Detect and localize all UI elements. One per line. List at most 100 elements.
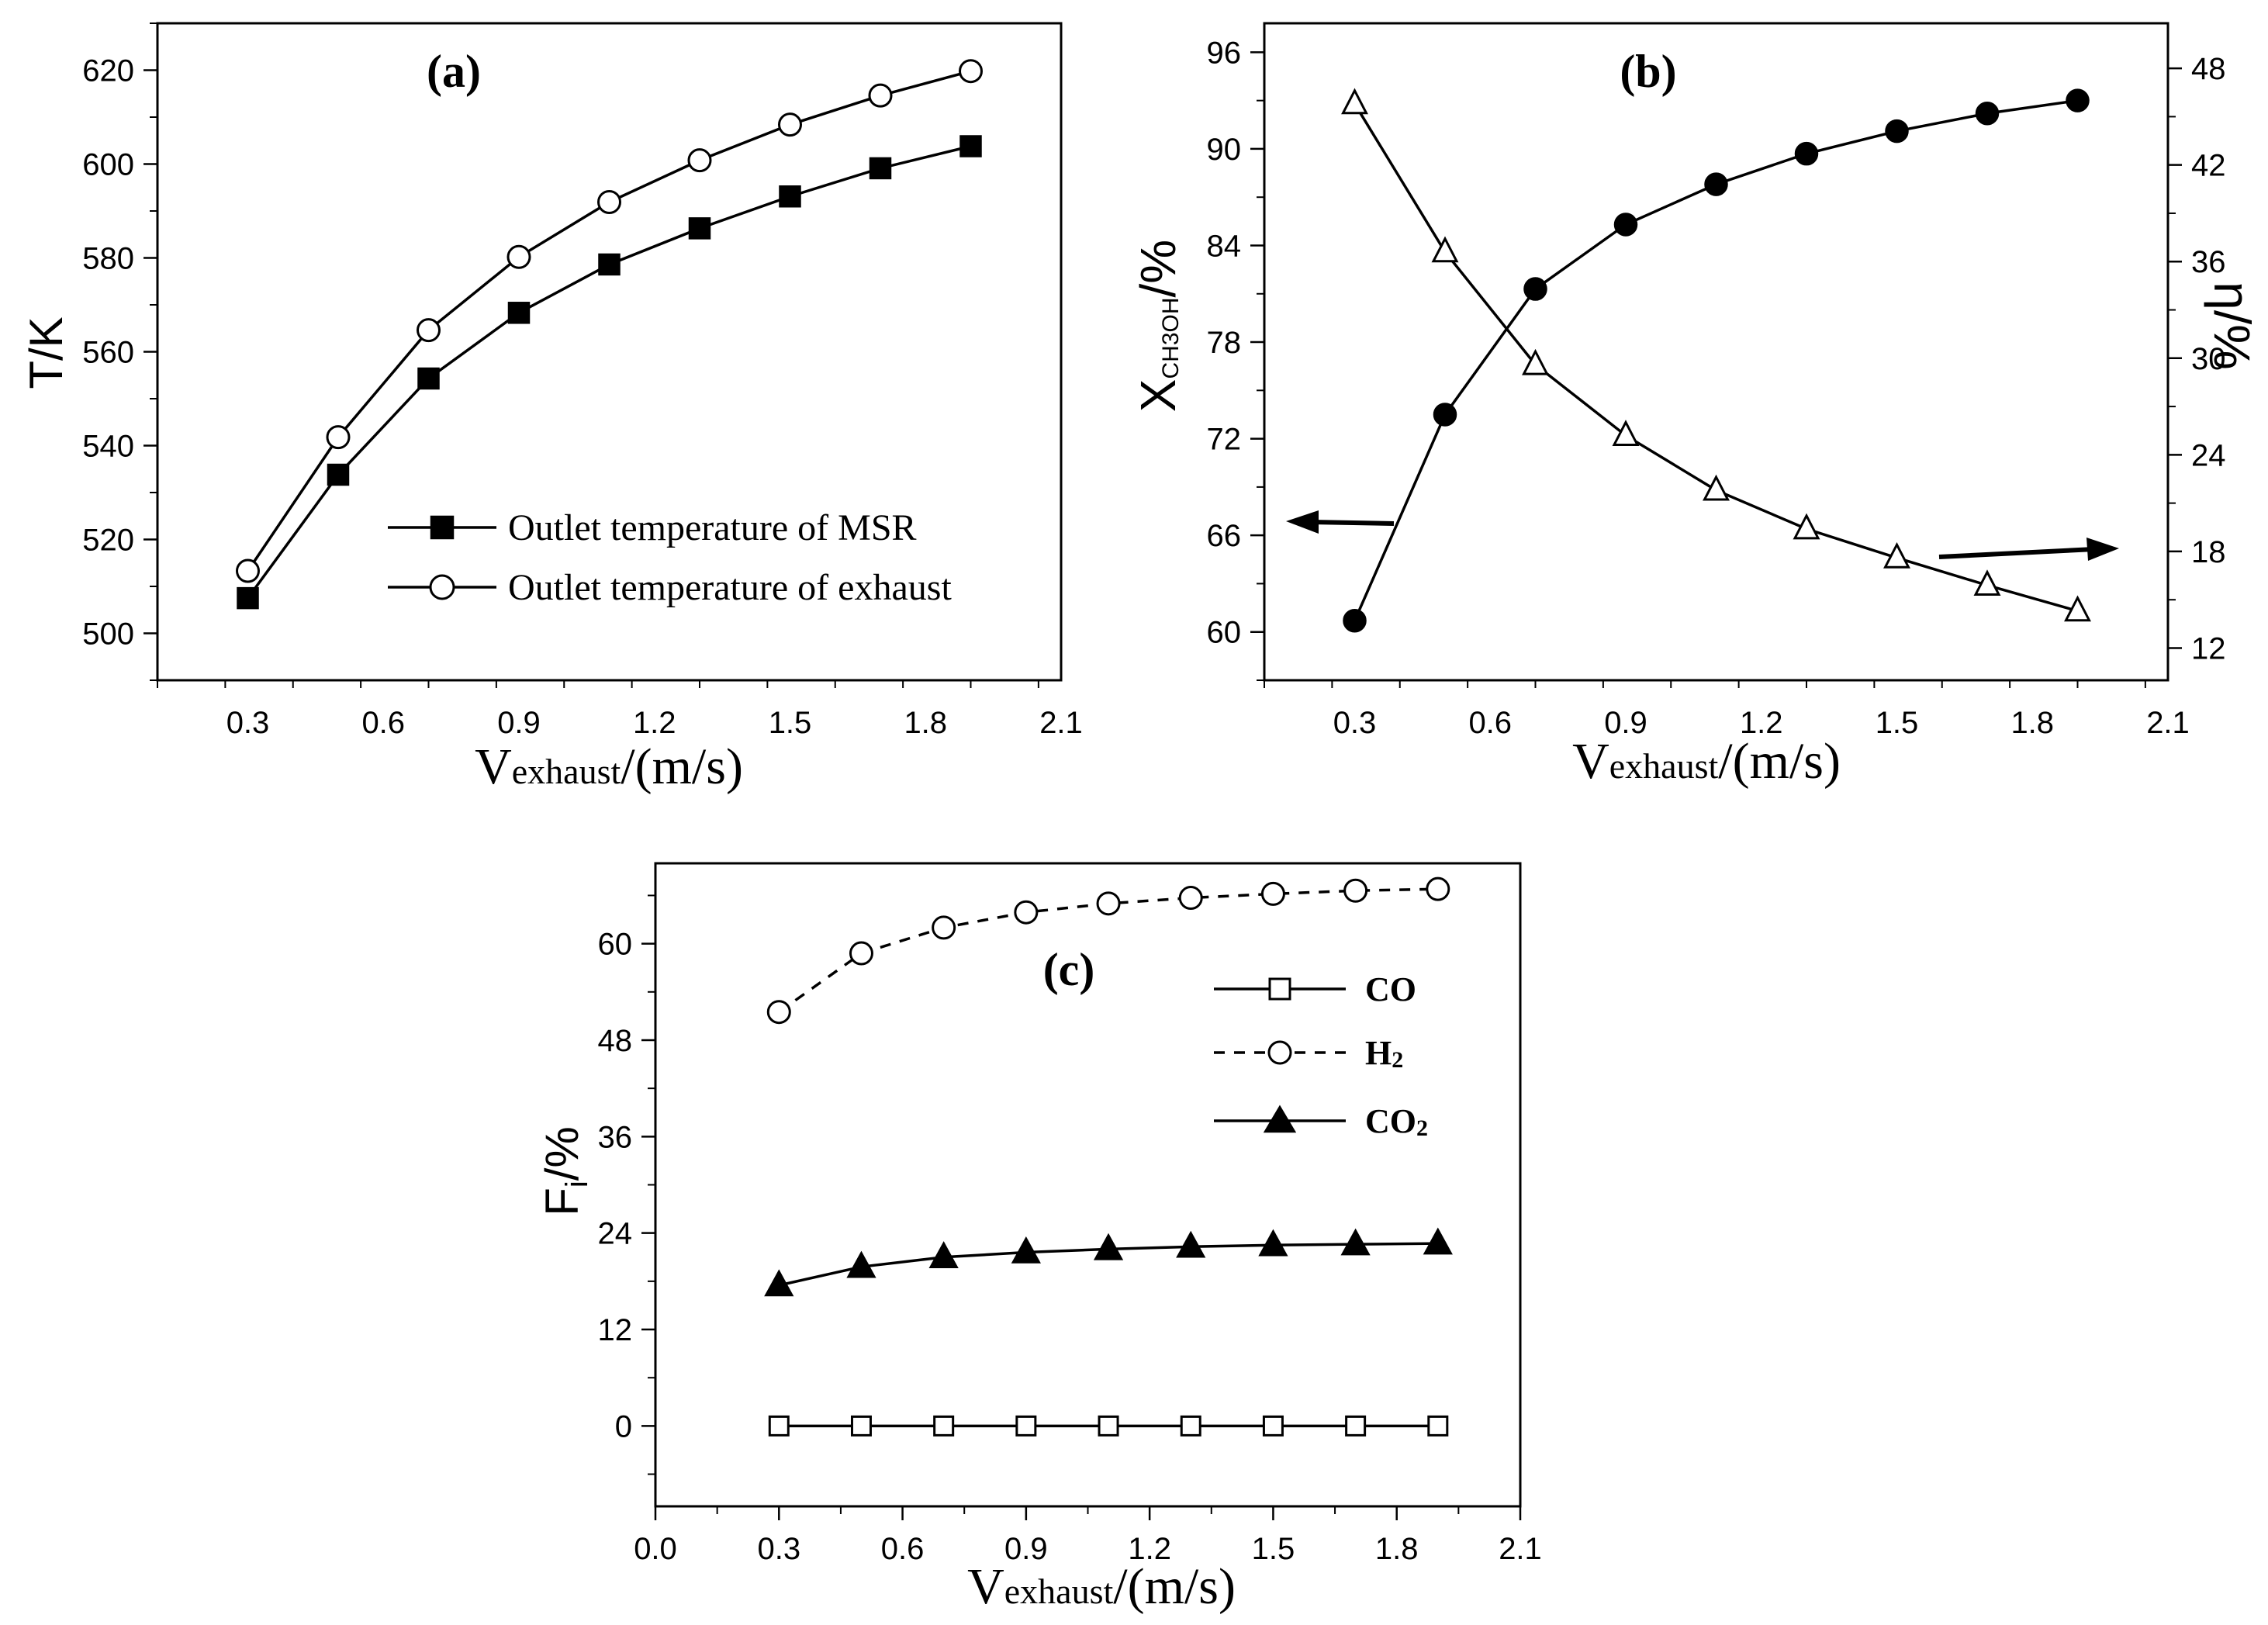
panel-a-x-axis-title-unit: /(m/s) (621, 738, 743, 795)
panel-b-right-y-tick-label: 12 (2191, 631, 2226, 666)
panel-b-series-0-point (1704, 172, 1728, 196)
panel-b-x-tick-label: 2.1 (2146, 706, 2190, 740)
panel-a-y-tick-label: 560 (82, 336, 134, 370)
panel-a-series-0-point (959, 135, 982, 157)
panel-b-y-tick-label: 96 (1207, 36, 1242, 70)
panel-c-y-tick-label: 36 (598, 1120, 633, 1154)
panel-b-series-1-point (1703, 474, 1730, 501)
legend-label-h2: H2 (1365, 1034, 1403, 1073)
panel-c-label: (c) (1043, 944, 1095, 995)
legend-marker-h2 (1267, 1040, 1292, 1065)
panel-a-series-1-point (417, 318, 441, 343)
panel-b-x-axis-title-unit: /(m/s) (1718, 733, 1841, 790)
panel-c-x-tick-label: 0.0 (634, 1532, 677, 1566)
panel-b-y-tick-label: 60 (1207, 616, 1242, 650)
panel-b-y-axis-title-main: X (1130, 379, 1186, 413)
panel-c-series-0-point (1427, 1415, 1449, 1437)
panel-b-right-y-tick-label: 36 (2191, 245, 2226, 279)
panel-b-y-tick-label: 78 (1207, 326, 1242, 360)
panel-c-series-1-point (766, 1000, 791, 1025)
legend-label-h2-sub: 2 (1392, 1047, 1403, 1073)
panel-c-series-2-point (1340, 1228, 1371, 1256)
panel-a-x-tick-label: 2.1 (1039, 706, 1083, 740)
panel-c-x-tick-label: 1.5 (1252, 1532, 1295, 1566)
panel-b-x-tick-label: 0.9 (1604, 706, 1647, 740)
panel-b-series-1-point (1612, 420, 1640, 446)
panel-a-series-0-point (779, 185, 801, 208)
legend-item-co: CO (1214, 970, 1416, 1008)
panel-c-series-1-point (932, 915, 956, 940)
panel-c-series-1-point (849, 941, 873, 966)
panel-c-series-0-point (1180, 1415, 1201, 1437)
panel-a-series-1-point (687, 148, 712, 173)
panel-c-x-axis-title: Vexhaust/(m/s) (967, 1558, 1236, 1615)
panel-c-series (764, 876, 1453, 1437)
panel-c-series-2-point (928, 1241, 959, 1269)
panel-c-y-tick-label: 60 (598, 928, 633, 962)
panel-c-x-axis-title-unit: /(m/s) (1113, 1558, 1236, 1615)
panel-b-frame (1263, 22, 2169, 682)
panel-c-y-tick-label: 12 (598, 1313, 633, 1347)
panel-c-legend: CO H2 CO2 (1214, 970, 1428, 1141)
panel-b-x-ticks: 0.3 0.6 0.9 1.2 1.5 1.8 2.1 (1264, 680, 2190, 740)
panel-b-label: (b) (1620, 46, 1676, 97)
panel-b-x-tick-label: 1.8 (2010, 706, 2054, 740)
panel-b-y-ticks-left: 60 66 72 78 84 90 96 (1207, 36, 1264, 681)
panel-a-y-tick-label: 500 (82, 617, 134, 652)
legend-label-co2-main: CO (1365, 1102, 1416, 1140)
panel-b-series-1-point (1973, 569, 2001, 596)
panel-a-x-axis-title-main: V (475, 738, 512, 795)
panel-c-series-0-point (850, 1415, 872, 1437)
panel-c-series-1-line (778, 887, 1438, 1014)
legend-marker-msr (430, 515, 455, 540)
panel-b-y-axis-title-unit: /% (1130, 240, 1186, 298)
panel-c-y-tick-label: 0 (615, 1409, 632, 1443)
panel-b-y-axis-title: XCH3OH/% (1130, 240, 1186, 412)
panel-a-series-0-point (688, 217, 711, 240)
panel-a-y-tick-label: 580 (82, 242, 134, 276)
panel-a-x-tick-label: 1.2 (633, 706, 676, 740)
legend-marker-exhaust (429, 574, 455, 600)
panel-b-series-0-point (1343, 608, 1367, 633)
panel-b-right-y-tick-label: 48 (2191, 52, 2226, 86)
panel-c-series-0-point (768, 1415, 790, 1437)
panel-b-series-1-point (1341, 88, 1368, 115)
panel-a-series (236, 59, 983, 610)
panel-a-series-0-point (417, 367, 440, 390)
panel-c-series-0-point (1098, 1415, 1119, 1437)
panel-a-series-1-point (236, 558, 260, 583)
panel-b-y-tick-label: 66 (1207, 519, 1242, 553)
panel-c-series-2-point (1093, 1233, 1124, 1260)
panel-c-series-1-point (1096, 891, 1121, 916)
panel-b-right-y-tick-label: 24 (2191, 438, 2226, 472)
panel-c-x-tick-label: 0.9 (1004, 1532, 1048, 1566)
legend-item-msr: Outlet temperature of MSR (388, 507, 917, 548)
panel-c-x-axis-title-main: V (967, 1558, 1004, 1615)
left-axis-arrow-head (1286, 510, 1319, 534)
panel-c-series-1-point (1014, 900, 1039, 925)
panel-a-series-0-point (869, 157, 892, 180)
legend-item-co2: CO2 (1214, 1102, 1428, 1141)
panel-c-x-tick-label: 1.8 (1375, 1532, 1419, 1566)
panel-c-series-0-point (1345, 1415, 1367, 1437)
panel-c-x-tick-label: 2.1 (1499, 1532, 1542, 1566)
left-axis-arrow-shaft (1310, 520, 1395, 526)
panel-b-series-0-point (1794, 141, 1819, 166)
panel-c-x-tick-label: 0.3 (757, 1532, 800, 1566)
panel-c-x-axis-title-sub: exhaust (1004, 1571, 1114, 1611)
panel-b-series-1-point (1793, 513, 1820, 540)
legend-label-co2: CO2 (1365, 1102, 1428, 1141)
right-axis-arrow (1938, 538, 2119, 561)
panel-a-x-axis-title-sub: exhaust (512, 752, 621, 791)
panel-a-x-tick-label: 1.5 (769, 706, 812, 740)
panel-a-x-tick-label: 0.3 (226, 706, 270, 740)
panel-b-y-axis-title-sub: CH3OH (1158, 297, 1184, 379)
panel-b-x-tick-label: 1.2 (1740, 706, 1783, 740)
panel-a-series-0-point (507, 302, 531, 324)
panel-a-x-ticks: 0.3 0.6 0.9 1.2 1.5 1.8 2.1 (157, 680, 1083, 740)
panel-b-right-y-tick-label: 42 (2191, 149, 2226, 183)
panel-c-y-tick-label: 48 (598, 1024, 633, 1058)
panel-b-right-y-tick-label: 18 (2191, 535, 2226, 569)
panel-c-x-ticks: 0.0 0.3 0.6 0.9 1.2 1.5 1.8 2.1 (634, 1506, 1542, 1566)
